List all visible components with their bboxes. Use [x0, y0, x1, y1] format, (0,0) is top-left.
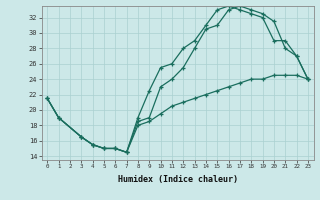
X-axis label: Humidex (Indice chaleur): Humidex (Indice chaleur) — [118, 175, 237, 184]
